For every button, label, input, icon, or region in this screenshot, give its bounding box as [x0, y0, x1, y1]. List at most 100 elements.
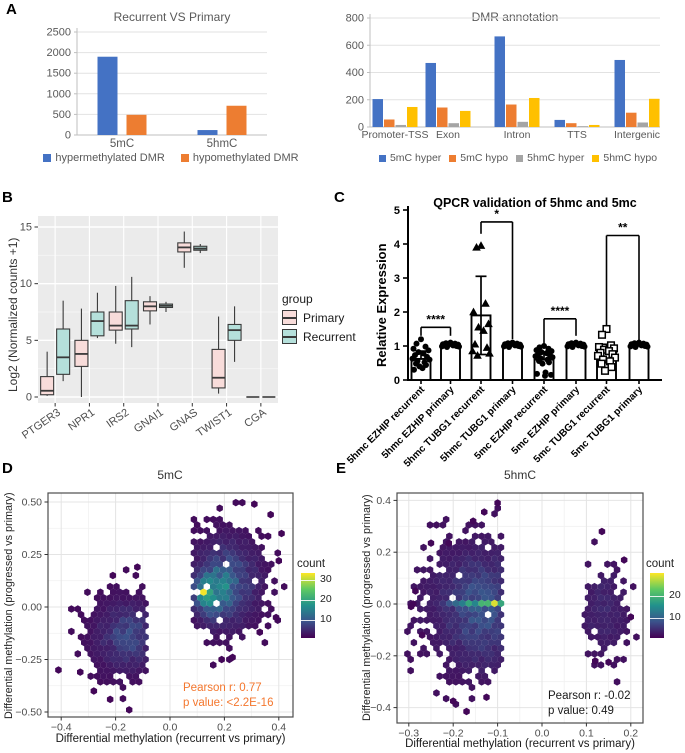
svg-text:0.4: 0.4	[271, 722, 286, 734]
svg-text:5mC: 5mC	[110, 138, 134, 150]
hexbin-5mc-chart: −0.4 −0.2 0.0 0.2 0.4 0.50 0.25 0.00 −0.25 −0.50	[15, 492, 294, 734]
legend-item-primary: Primary	[282, 310, 356, 325]
svg-text:Promoter-TSS: Promoter-TSS	[361, 129, 428, 141]
legend-item-hypomethylated: hypomethylated DMR	[180, 152, 299, 164]
count-legend-title-5mc: count	[297, 558, 326, 570]
legend-item-recurrent: Recurrent	[282, 329, 356, 344]
svg-text:−0.2: −0.2	[105, 722, 126, 734]
svg-text:2500: 2500	[47, 27, 71, 39]
legend-label: 5hmC hypo	[603, 152, 658, 164]
recurrent-boxplot-swatch-icon	[282, 329, 297, 344]
qpcr-title: QPCR validation of 5hmc and 5mc	[433, 196, 637, 210]
svg-text:0.50: 0.50	[22, 497, 43, 509]
5hmc-hyper-swatch-icon	[516, 154, 524, 162]
svg-text:0: 0	[394, 375, 400, 387]
legend-label: hypomethylated DMR	[192, 152, 299, 164]
svg-text:****: ****	[551, 304, 570, 318]
svg-text:5: 5	[394, 205, 400, 217]
legend-item-5mc-hypo: 5mC hypo	[449, 152, 508, 164]
hexbin-5hmc-title: 5hmC	[503, 468, 536, 482]
svg-text:−0.50: −0.50	[15, 707, 42, 719]
pearson-annotation-5hmc: Pearson r: -0.02 p value: 0.49	[548, 689, 630, 718]
chart-a1-title: Recurrent VS Primary	[113, 10, 231, 24]
legend-label: hypermethylated DMR	[55, 152, 165, 164]
svg-text:Intergenic: Intergenic	[614, 129, 660, 141]
panel-d-label: D	[2, 460, 13, 477]
legend-item-5hmc-hyper: 5hmC hyper	[516, 152, 584, 164]
legend-title: group	[282, 292, 313, 306]
chart-a2-title: DMR annotation	[471, 10, 559, 24]
svg-text:TTS: TTS	[567, 129, 587, 141]
chart-a2-legend: 5mC hyper 5mC hypo 5hmC hyper 5hmC hypo	[368, 152, 668, 164]
svg-text:TWIST1: TWIST1	[194, 407, 234, 440]
5mc-hyper-swatch-icon	[378, 154, 386, 162]
pearson-annotation-5mc: Pearson r: 0.77 p value: <2.2E-16	[183, 681, 273, 710]
svg-text:600: 600	[346, 40, 364, 52]
svg-text:1500: 1500	[47, 68, 71, 80]
svg-text:0.2: 0.2	[376, 547, 391, 559]
svg-text:0.4: 0.4	[376, 495, 391, 507]
svg-text:0.0: 0.0	[163, 722, 178, 734]
svg-text:Exon: Exon	[436, 129, 460, 141]
legend-item-hypermethylated: hypermethylated DMR	[43, 152, 165, 164]
svg-text:0.0: 0.0	[376, 599, 391, 611]
panel-e-label: E	[336, 460, 347, 477]
svg-text:CGA: CGA	[242, 406, 269, 430]
p-value: p value: <2.2E-16	[183, 696, 274, 709]
svg-text:0.00: 0.00	[22, 602, 43, 614]
hypomethylated-swatch-icon	[180, 154, 189, 162]
svg-text:IRS2: IRS2	[105, 407, 132, 431]
hexbin-5hmc-x-axis-title: Differential methylation (recurrent vs p…	[405, 738, 635, 750]
svg-text:0: 0	[26, 392, 32, 404]
svg-text:−0.4: −0.4	[370, 702, 391, 714]
hexbin-5mc-title: 5mC	[157, 468, 183, 482]
svg-text:GNAI1: GNAI1	[132, 407, 166, 436]
svg-text:−0.3: −0.3	[398, 728, 419, 740]
svg-text:0: 0	[65, 130, 71, 142]
legend-label: Primary	[303, 310, 345, 325]
boxplot-legend: group Primary Recurrent	[282, 292, 356, 344]
svg-text:800: 800	[346, 13, 364, 25]
svg-text:3: 3	[394, 273, 400, 285]
svg-text:PTGER3: PTGER3	[20, 407, 63, 442]
legend-item-5hmc-hypo: 5hmC hypo	[592, 152, 657, 164]
svg-text:*: *	[494, 207, 499, 221]
svg-text:0.2: 0.2	[217, 722, 232, 734]
svg-text:0.0: 0.0	[535, 728, 550, 740]
primary-boxplot-swatch-icon	[282, 310, 297, 325]
panel-b-label: B	[2, 189, 13, 206]
pearson-r-value: Pearson r: -0.02	[548, 690, 631, 702]
svg-text:2000: 2000	[47, 47, 71, 59]
count-legend-title-5hmc: count	[646, 558, 675, 570]
svg-text:400: 400	[346, 67, 364, 79]
hexbin-5hmc-chart: −0.3 −0.2 −0.1 0.0 0.1 0.2 0.4 0.2 0.0 −0.2 −0.4	[370, 492, 644, 740]
dmr-annotation-chart: 0 200 400 600 800 Promoter-TSS Exon Intron TTS In…	[346, 13, 660, 142]
svg-text:10: 10	[20, 278, 32, 290]
svg-text:1: 1	[394, 341, 400, 353]
chart-a1-legend: hypermethylated DMR hypomethylated DMR	[36, 152, 306, 164]
svg-text:−0.2: −0.2	[370, 650, 391, 662]
pearson-r-value: Pearson r: 0.77	[183, 682, 262, 694]
svg-text:0: 0	[358, 122, 364, 134]
svg-text:−0.2: −0.2	[443, 728, 464, 740]
svg-text:1000: 1000	[47, 88, 71, 100]
count-colorbar-5mc: 30 20 10	[301, 573, 332, 638]
svg-text:5hmC: 5hmC	[207, 138, 238, 150]
svg-text:200: 200	[346, 94, 364, 106]
svg-text:−0.25: −0.25	[15, 654, 42, 666]
hexbin-5mc-x-axis-title: Differential methylation (recurrent vs p…	[55, 733, 286, 745]
hypermethylated-swatch-icon	[43, 154, 52, 162]
panel-c-label: C	[334, 189, 345, 206]
svg-text:**: **	[618, 221, 628, 235]
legend-label: 5mC hyper	[389, 152, 442, 164]
count-colorbar-5hmc: 20 10	[650, 573, 681, 638]
legend-label: 5mC hypo	[460, 152, 509, 164]
svg-text:−0.1: −0.1	[487, 728, 508, 740]
5hmc-hypo-swatch-icon	[592, 154, 600, 162]
legend-label: 5hmC hyper	[527, 152, 585, 164]
legend-item-5mc-hyper: 5mC hyper	[378, 152, 442, 164]
svg-text:0.1: 0.1	[579, 728, 594, 740]
